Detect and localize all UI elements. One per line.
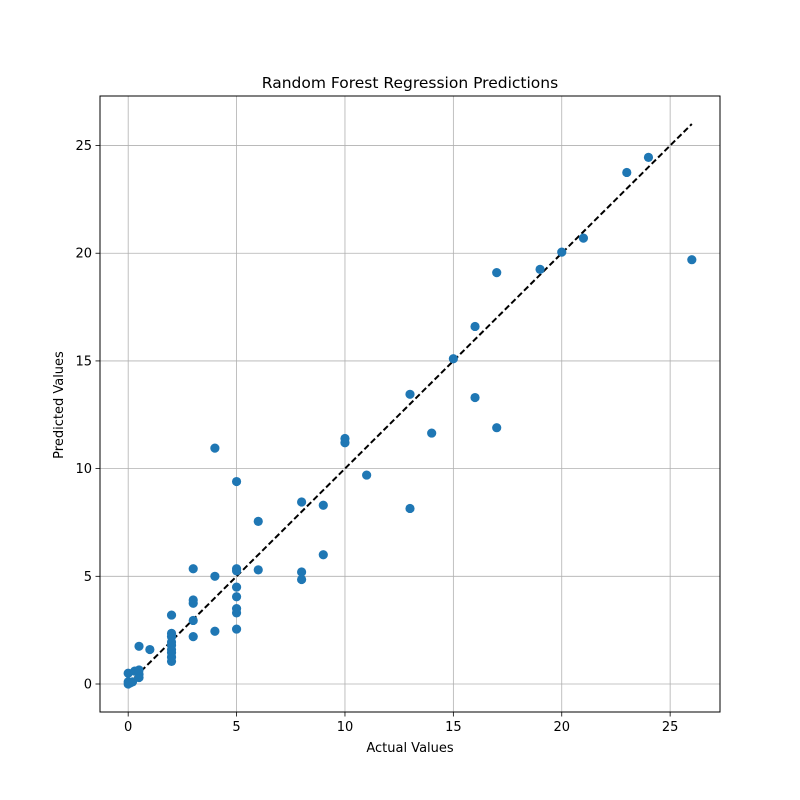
data-point	[134, 665, 144, 675]
data-point	[557, 247, 567, 257]
data-point	[231, 624, 242, 634]
grid	[100, 96, 720, 712]
data-point	[210, 571, 220, 581]
data-point	[231, 592, 242, 602]
plot-frame	[99, 95, 721, 713]
data-point	[188, 632, 198, 642]
reference-line	[127, 123, 693, 685]
y-axis-ticks: 0 5 10 15 20 25	[75, 139, 100, 693]
reference-line-group	[127, 123, 693, 685]
data-point	[253, 565, 263, 575]
data-point	[210, 626, 220, 636]
y-tick-label: 0	[84, 678, 92, 693]
x-tick-label: 0	[124, 720, 132, 735]
data-point	[470, 392, 480, 403]
data-point	[492, 268, 502, 278]
data-point	[231, 582, 242, 592]
data-point	[231, 564, 242, 574]
data-point	[210, 443, 220, 453]
data-point	[535, 264, 545, 274]
data-point	[166, 610, 177, 620]
data-point	[340, 433, 350, 444]
x-tick-label: 5	[232, 720, 240, 735]
data-point	[231, 476, 242, 487]
x-tick-label: 15	[445, 720, 462, 735]
data-point	[687, 255, 697, 265]
y-tick-label: 5	[84, 570, 92, 585]
data-point	[492, 423, 502, 433]
data-point	[297, 574, 307, 585]
data-point	[297, 567, 307, 577]
data-point	[188, 564, 198, 574]
data-point	[145, 644, 155, 655]
data-point	[448, 354, 458, 364]
chart-title: Random Forest Regression Predictions	[262, 74, 558, 92]
data-point	[470, 321, 480, 332]
data-point	[427, 428, 437, 438]
data-point	[362, 470, 372, 480]
y-tick-label: 10	[75, 462, 92, 477]
data-points	[123, 152, 697, 689]
data-point	[166, 628, 177, 638]
data-point	[134, 641, 144, 651]
y-axis-label: Predicted Values	[52, 351, 67, 459]
data-point	[188, 595, 198, 605]
data-point	[253, 516, 263, 526]
x-axis-ticks: 0 5 10 15 20 25	[124, 712, 678, 735]
data-point	[622, 167, 632, 178]
data-point	[643, 152, 654, 162]
x-axis-label: Actual Values	[366, 741, 454, 756]
data-point	[405, 503, 415, 514]
x-tick-label: 10	[337, 720, 354, 735]
data-point	[578, 233, 589, 243]
y-tick-label: 20	[75, 247, 92, 262]
data-point	[127, 677, 138, 687]
data-point	[231, 604, 242, 614]
data-point	[188, 615, 198, 626]
data-point	[318, 550, 328, 560]
data-point	[405, 389, 415, 399]
x-tick-label: 20	[553, 720, 570, 735]
y-tick-label: 15	[75, 354, 92, 369]
data-point	[297, 497, 307, 507]
data-point	[318, 500, 328, 510]
x-tick-label: 25	[662, 720, 679, 735]
y-tick-label: 25	[75, 139, 92, 154]
